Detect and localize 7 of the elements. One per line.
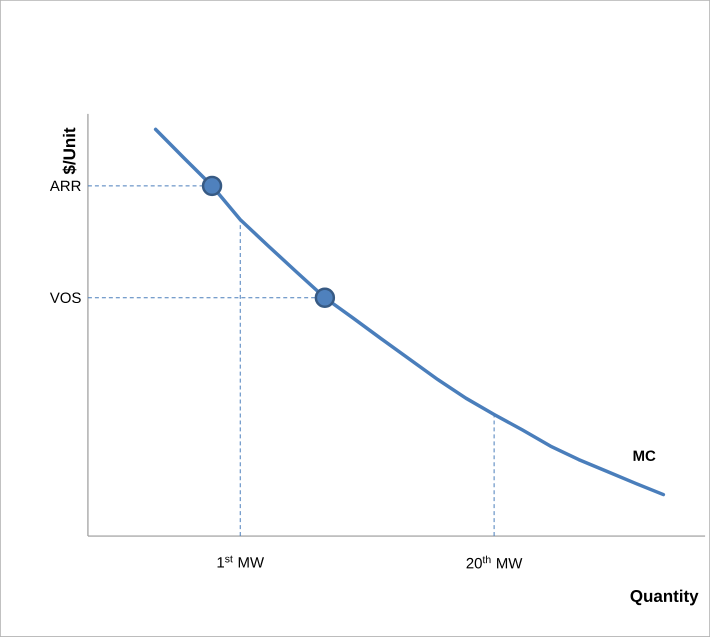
x-tick-label: 1$^{st}$ MW xyxy=(218,556,264,568)
x-axis-title: Quantity xyxy=(630,590,698,606)
x-tick-label: 20$^{th}$ MW xyxy=(466,556,522,569)
series-label: MC xyxy=(634,450,656,462)
y-axis-title: $/Unit xyxy=(62,128,76,174)
ref-line-label: VOS xyxy=(50,292,81,304)
ref-line-label: ARR xyxy=(50,180,81,192)
